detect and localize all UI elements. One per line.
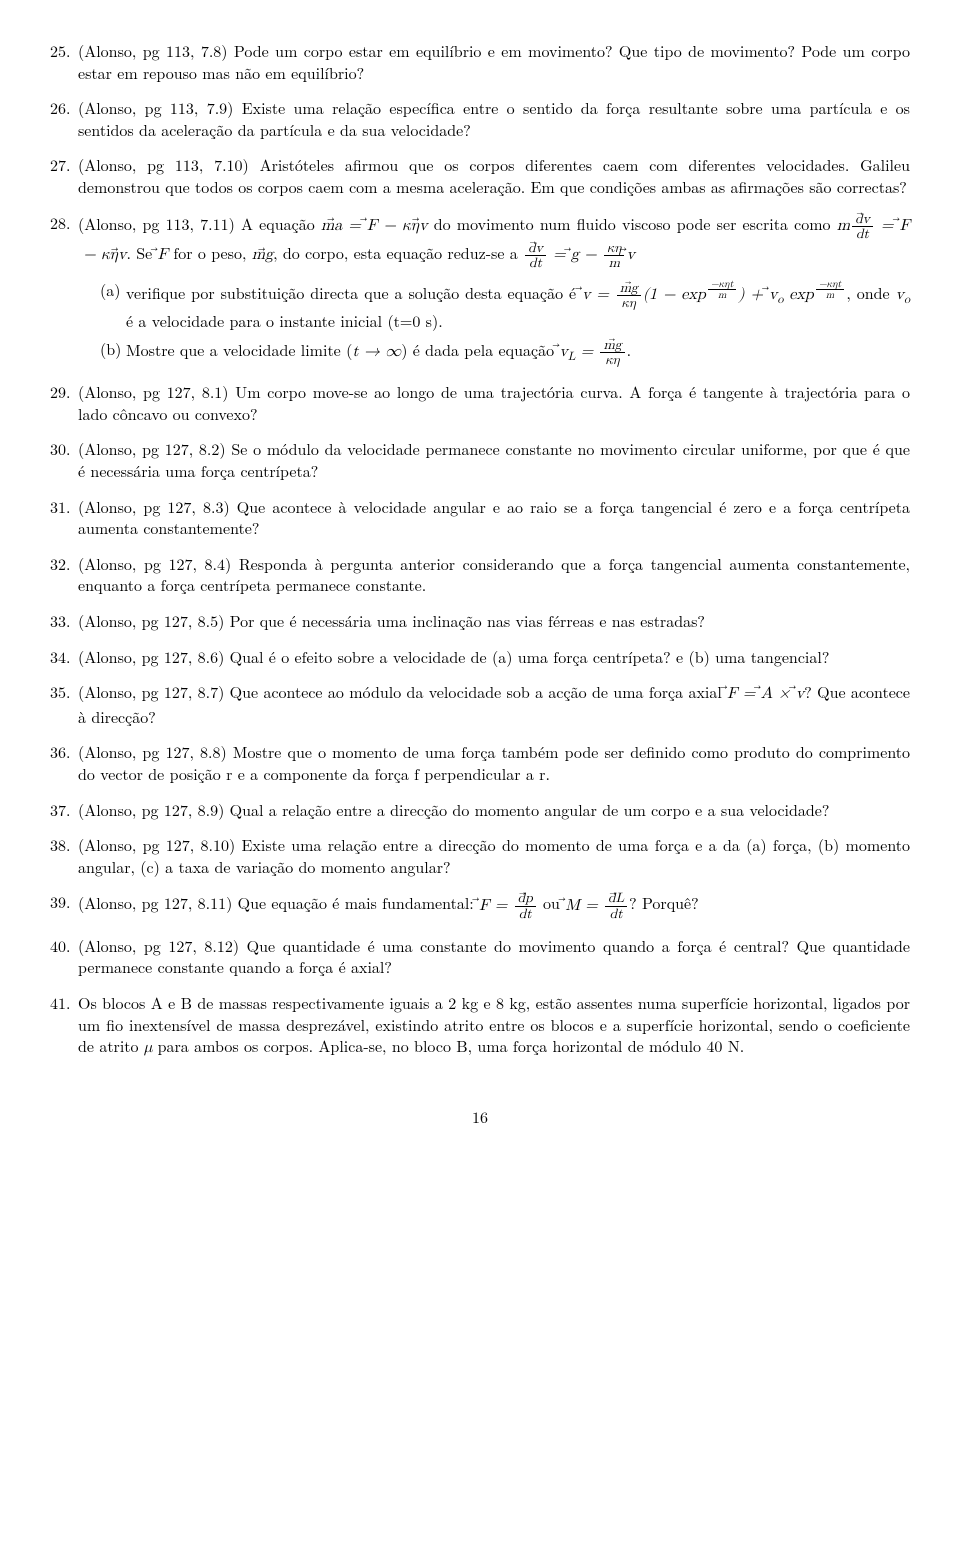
question-36: (Alonso, pg 127, 8.8) Mostre que o momen… <box>50 741 910 784</box>
equation: F = dpdt <box>479 898 538 914</box>
question-text: (Alonso, pg 127, 8.8) Mostre que o momen… <box>78 740 910 785</box>
question-33: (Alonso, pg 127, 8.5) Por que é necessár… <box>50 610 910 632</box>
question-37: (Alonso, pg 127, 8.9) Qual a relação ent… <box>50 799 910 821</box>
question-39: (Alonso, pg 127, 8.11) Que equação é mai… <box>50 891 910 921</box>
equation: M = dLdt <box>565 898 629 914</box>
sub-question-a: verifique por substituição directa que a… <box>100 279 910 332</box>
question-text: (Alonso, pg 127, 8.10) Existe uma relaçã… <box>78 833 910 878</box>
question-38: (Alonso, pg 127, 8.10) Existe uma relaçã… <box>50 834 910 877</box>
question-text-mid: for o peso, <box>168 241 252 264</box>
question-31: (Alonso, pg 127, 8.3) Que acontece à vel… <box>50 496 910 539</box>
sub-text: Mostre que a velocidade limite ( <box>126 338 352 361</box>
question-41: Os blocos A e B de massas respectivament… <box>50 992 910 1060</box>
question-text: (Alonso, pg 113, 7.10) Aristóteles afirm… <box>78 153 910 198</box>
question-28: (Alonso, pg 113, 7.11) A equação ma = F … <box>50 212 910 368</box>
question-29: (Alonso, pg 127, 8.1) Um corpo move-se a… <box>50 381 910 424</box>
question-text-mid: , do corpo, esta equação reduz-se a <box>273 241 523 264</box>
equation: v = mgκη(1 − exp−κηtm) + vo exp−κηtm <box>582 287 846 303</box>
question-text-mid: ou <box>538 892 566 915</box>
question-40: (Alonso, pg 127, 8.12) Que quantidade é … <box>50 935 910 978</box>
question-text: (Alonso, pg 113, 7.9) Existe uma relação… <box>78 96 910 141</box>
question-text: (Alonso, pg 127, 8.9) Qual a relação ent… <box>78 798 829 821</box>
sub-question-list: verifique por substituição directa que a… <box>78 279 910 368</box>
sub-question-b: Mostre que a velocidade limite (t → ∞) é… <box>100 338 910 368</box>
equation: dvdt = g − κηmv <box>523 247 635 263</box>
question-text-pre: (Alonso, pg 127, 8.11) Que equação é mai… <box>78 892 479 915</box>
equation: vL = mgκη <box>559 344 626 360</box>
equation: vo <box>896 287 910 303</box>
question-30: (Alonso, pg 127, 8.2) Se o módulo da vel… <box>50 438 910 481</box>
question-text-mid: do movimento num fluido viscoso pode ser… <box>428 212 837 235</box>
equation: F <box>158 247 168 263</box>
question-text: (Alonso, pg 127, 8.5) Por que é necessár… <box>78 609 705 632</box>
question-text: (Alonso, pg 127, 8.2) Se o módulo da vel… <box>78 437 910 482</box>
question-26: (Alonso, pg 113, 7.9) Existe uma relação… <box>50 97 910 140</box>
question-text-pre: (Alonso, pg 127, 8.7) Que acontece ao mó… <box>78 680 727 703</box>
question-text-post: para ambos os corpos. Aplica-se, no bloc… <box>152 1034 744 1057</box>
equation: F = A × v <box>727 686 804 702</box>
sub-text: ) é dada pela equação <box>401 338 559 361</box>
question-text: (Alonso, pg 127, 8.3) Que acontece à vel… <box>78 495 910 540</box>
question-list: (Alonso, pg 113, 7.8) Pode um corpo esta… <box>50 40 910 1060</box>
question-text: (Alonso, pg 127, 8.4) Responda à pergunt… <box>78 552 910 597</box>
question-text-pre: (Alonso, pg 113, 7.11) A equação <box>78 212 321 235</box>
sub-text: é a velocidade para o instante inicial (… <box>126 309 443 332</box>
question-text: (Alonso, pg 127, 8.1) Um corpo move-se a… <box>78 380 910 425</box>
sub-text: verifique por substituição directa que a… <box>126 281 582 304</box>
question-text: (Alonso, pg 127, 8.6) Qual é o efeito so… <box>78 645 829 668</box>
question-25: (Alonso, pg 113, 7.8) Pode um corpo esta… <box>50 40 910 83</box>
question-27: (Alonso, pg 113, 7.10) Aristóteles afirm… <box>50 154 910 197</box>
question-text: (Alonso, pg 127, 8.12) Que quantidade é … <box>78 934 910 979</box>
question-text-mid: . Se <box>127 241 158 264</box>
question-34: (Alonso, pg 127, 8.6) Qual é o efeito so… <box>50 646 910 668</box>
question-32: (Alonso, pg 127, 8.4) Responda à pergunt… <box>50 553 910 596</box>
equation: t → ∞ <box>352 344 401 360</box>
question-text: (Alonso, pg 113, 7.8) Pode um corpo esta… <box>78 39 910 84</box>
page-number: 16 <box>50 1106 910 1128</box>
question-text-post: ? Porquê? <box>629 892 699 915</box>
sub-text: , onde <box>846 281 895 304</box>
question-35: (Alonso, pg 127, 8.7) Que acontece ao mó… <box>50 681 910 727</box>
equation: ma = F − κηv <box>321 218 428 234</box>
equation: mg <box>252 247 273 263</box>
